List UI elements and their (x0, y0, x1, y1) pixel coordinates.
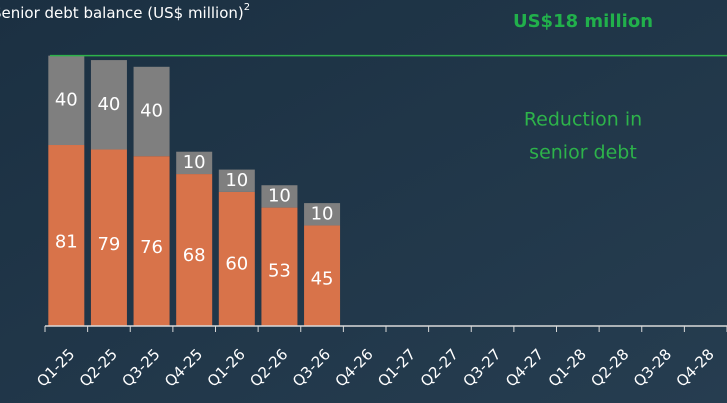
data-label: 10 (225, 170, 248, 191)
bar-segment (261, 185, 298, 208)
data-label: 76 (140, 237, 163, 258)
data-label: 60 (225, 253, 248, 274)
bar-segment (133, 66, 170, 157)
bar-segment (304, 203, 341, 226)
annotation-line: Reduction in (524, 109, 642, 131)
title-footnote: 2 (244, 2, 250, 13)
data-label: 10 (311, 203, 334, 224)
bar-segment (218, 191, 255, 326)
bar-segment (90, 149, 127, 326)
bar-segment (176, 174, 213, 326)
bar-segment (48, 145, 85, 326)
bar-segment (133, 156, 170, 326)
data-label: 40 (97, 94, 120, 115)
bar-segment (304, 225, 341, 326)
chart-title: Senior debt balance (US$ million)2 (0, 2, 250, 22)
data-label: 53 (268, 261, 291, 282)
data-label: 10 (183, 152, 206, 173)
data-label: 40 (140, 100, 163, 121)
data-label: 45 (311, 269, 334, 290)
bar-segment (176, 151, 213, 175)
bar-segment (261, 207, 298, 326)
bar-segment (218, 169, 255, 192)
bar-segment (48, 55, 85, 146)
data-label: 81 (55, 232, 78, 253)
annotation-heading: US$18 million (513, 11, 653, 32)
data-label: 79 (97, 234, 120, 255)
data-label: 40 (55, 89, 78, 110)
title-text: Senior debt balance (US$ million) (0, 4, 244, 22)
annotation-line: senior debt (529, 142, 637, 164)
data-label: 10 (268, 185, 291, 206)
bar-segment (90, 60, 127, 150)
data-label: 68 (183, 245, 206, 266)
